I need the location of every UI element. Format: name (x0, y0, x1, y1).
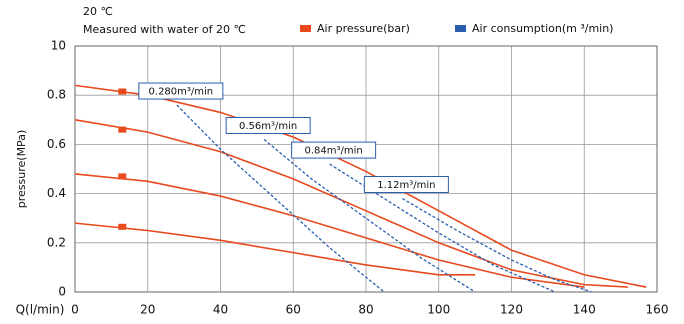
x-tick-label: 100 (427, 303, 450, 317)
annotation-box (225, 116, 311, 134)
x-tick-label: 120 (500, 303, 523, 317)
annotation-box (363, 176, 449, 194)
x-tick-label: 60 (286, 303, 301, 317)
series-line (263, 138, 476, 293)
chart-subtitle: Measured with water of 20 ℃ (83, 23, 246, 36)
x-tick-label: 160 (646, 303, 669, 317)
marker (118, 126, 127, 133)
marker (118, 173, 127, 180)
y-tick-label: 0 (58, 285, 66, 299)
y-axis-label: pressure(MPa) (15, 130, 28, 208)
marker (118, 88, 127, 95)
annotation: 0.56m³/min (239, 121, 297, 132)
x-tick-label: 0 (71, 303, 79, 317)
annotation-box (138, 82, 224, 100)
x-tick-label: 80 (358, 303, 373, 317)
annotation: 0.84m³/min (305, 146, 363, 157)
legend-swatch (455, 25, 466, 32)
y-tick-label: 0.2 (47, 235, 66, 249)
legend-label: Air pressure(bar) (317, 22, 410, 35)
x-axis-label: Q(l/min) (16, 303, 65, 317)
legend-label: Air consumption(m ³/min) (472, 22, 613, 35)
series-line (176, 104, 385, 293)
x-tick-label: 20 (140, 303, 155, 317)
series-line (74, 222, 476, 276)
x-tick-label: 40 (213, 303, 228, 317)
series-line (402, 197, 592, 293)
chart-title: 20 ℃ (83, 5, 113, 18)
annotation: 1.12m³/min (377, 180, 435, 191)
marker (118, 223, 127, 230)
series-line (74, 173, 585, 288)
y-tick-label: 10 (51, 39, 66, 53)
series-line (74, 119, 628, 288)
plot-frame (74, 45, 658, 293)
annotation: 0.280m³/min (149, 87, 214, 98)
series-line (74, 84, 647, 288)
x-tick-label: 140 (573, 303, 596, 317)
legend-swatch (300, 25, 311, 32)
y-tick-label: 0.4 (47, 186, 66, 200)
y-tick-label: 0.6 (47, 137, 66, 151)
y-tick-label: 0.8 (47, 88, 66, 102)
annotation-box (291, 141, 377, 159)
